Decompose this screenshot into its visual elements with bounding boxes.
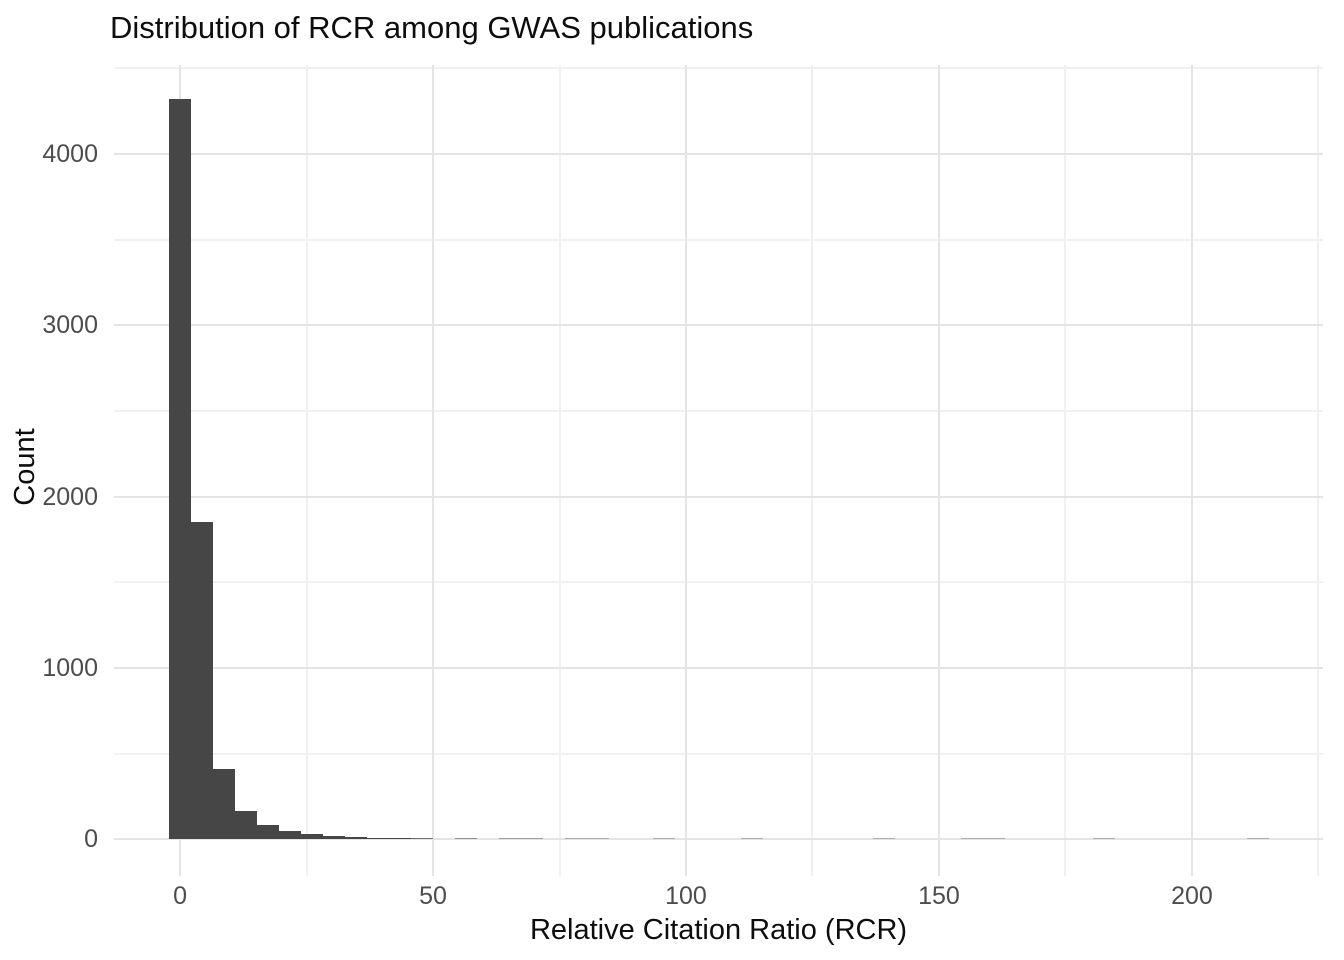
- y-minor-gridline: [114, 581, 1323, 584]
- y-minor-gridline: [114, 238, 1323, 241]
- histogram-bar: [323, 835, 346, 840]
- histogram-bar: [345, 836, 368, 840]
- histogram-bar: [873, 838, 896, 840]
- histogram-bar: [235, 811, 258, 840]
- chart-title: Distribution of RCR among GWAS publicati…: [110, 10, 754, 45]
- x-axis-title: Relative Citation Ratio (RCR): [529, 914, 908, 946]
- x-tick-label: 0: [173, 882, 187, 910]
- x-tick-label: 50: [419, 882, 447, 910]
- y-axis-title: Count: [9, 428, 41, 506]
- x-major-gridline: [1190, 65, 1193, 876]
- histogram-bar: [411, 838, 434, 840]
- histogram-bar: [565, 838, 588, 840]
- y-tick-label: 2000: [42, 482, 98, 511]
- plot-panel: [114, 65, 1323, 876]
- x-minor-gridline: [1317, 65, 1320, 876]
- histogram-bar: [521, 838, 544, 840]
- histogram-bar: [213, 768, 236, 840]
- histogram-bar: [169, 99, 192, 840]
- y-minor-gridline: [114, 67, 1323, 70]
- y-major-gridline: [114, 838, 1323, 841]
- x-major-gridline: [432, 65, 434, 876]
- histogram-bar: [741, 838, 764, 840]
- x-minor-gridline: [558, 65, 561, 876]
- histogram-bar: [587, 838, 610, 840]
- x-tick-label: 200: [1171, 882, 1213, 910]
- y-major-gridline: [114, 495, 1323, 498]
- histogram-bar: [389, 837, 412, 840]
- histogram-bar: [257, 825, 280, 840]
- histogram-bar: [1093, 838, 1116, 840]
- x-tick-label: 150: [918, 882, 960, 910]
- histogram-bar: [191, 522, 214, 840]
- x-major-gridline: [684, 65, 687, 876]
- y-tick-label: 1000: [42, 653, 98, 682]
- histogram-bar: [653, 838, 676, 840]
- histogram-bar: [983, 838, 1006, 840]
- y-major-gridline: [114, 324, 1323, 327]
- x-tick-label: 100: [665, 882, 707, 910]
- histogram-bar: [1247, 838, 1270, 840]
- y-major-gridline: [114, 153, 1323, 156]
- histogram-bar: [455, 838, 478, 840]
- y-tick-label: 3000: [42, 311, 98, 340]
- y-minor-gridline: [114, 752, 1323, 755]
- y-tick-label: 4000: [42, 140, 98, 169]
- y-major-gridline: [114, 666, 1323, 669]
- histogram-bar: [301, 834, 324, 840]
- x-major-gridline: [937, 65, 940, 876]
- y-minor-gridline: [114, 409, 1323, 412]
- y-tick-label: 0: [84, 825, 98, 854]
- x-minor-gridline: [305, 65, 308, 876]
- histogram-bar: [279, 831, 302, 840]
- histogram-bar: [499, 838, 522, 840]
- x-minor-gridline: [811, 65, 814, 876]
- x-minor-gridline: [1064, 65, 1067, 876]
- histogram-bar: [961, 838, 984, 840]
- histogram-bar: [367, 837, 390, 840]
